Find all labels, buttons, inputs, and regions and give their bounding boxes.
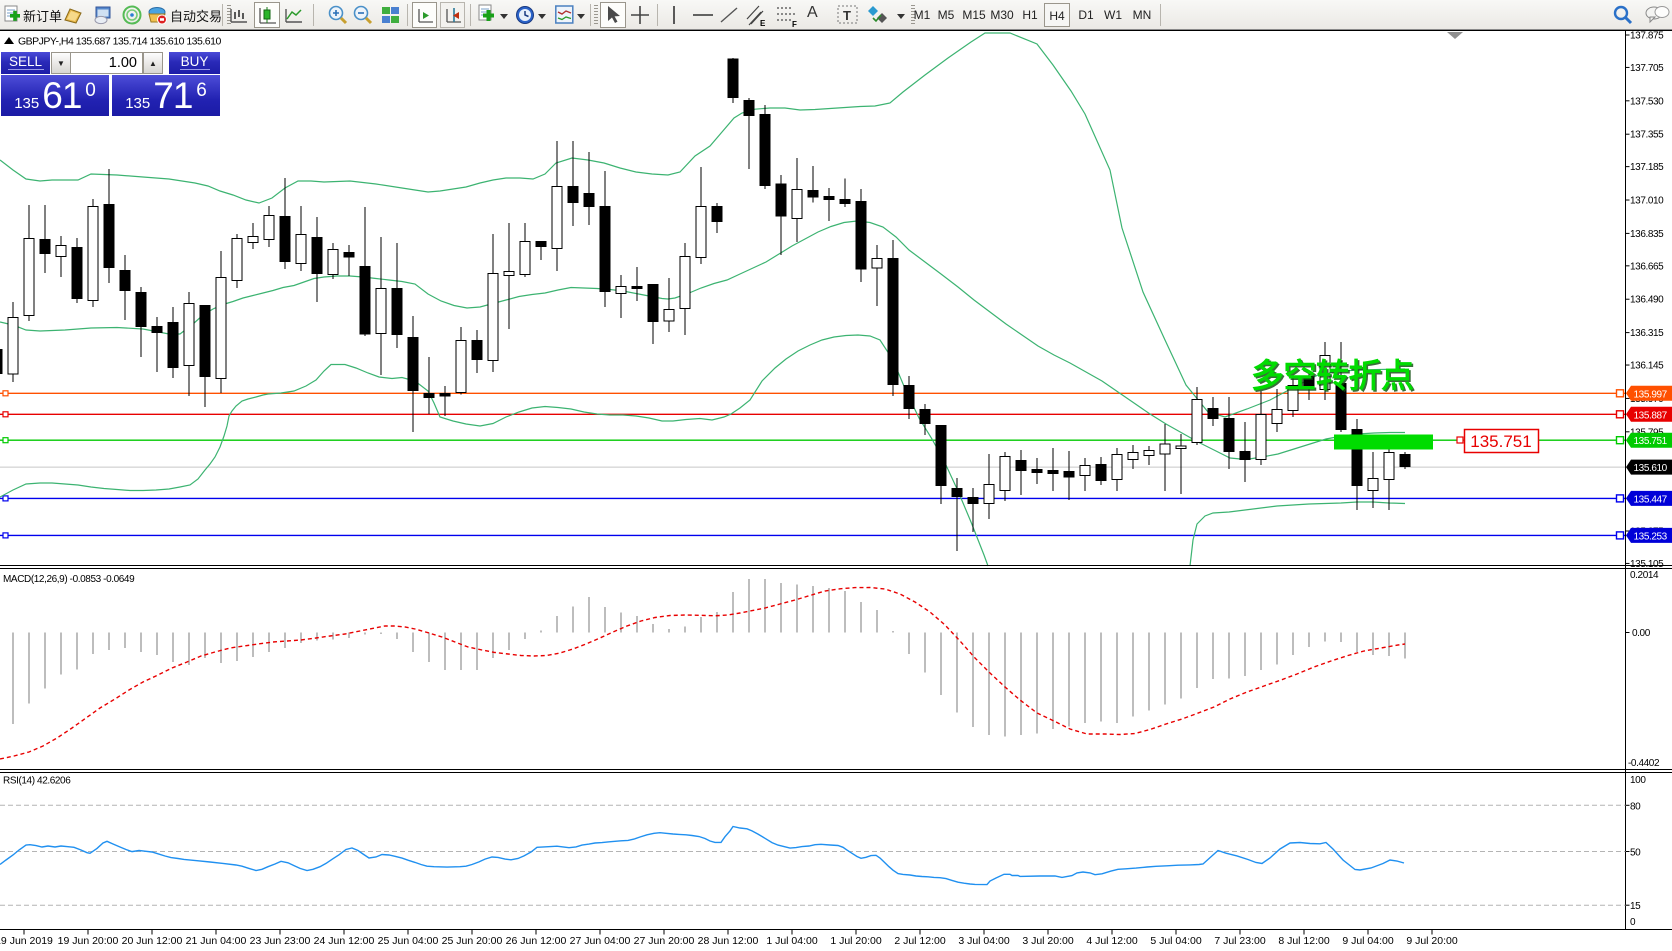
svg-text:RSI(14) 42.6206: RSI(14) 42.6206 <box>3 776 71 787</box>
svg-text:27 Jun 20:00: 27 Jun 20:00 <box>634 935 695 947</box>
svg-text:E: E <box>760 19 766 28</box>
svg-text:多空转折点: 多空转折点 <box>1251 357 1414 394</box>
svg-text:135.253: 135.253 <box>1634 531 1668 542</box>
svg-text:28 Jun 12:00: 28 Jun 12:00 <box>698 935 759 947</box>
svg-text:MACD(12,26,9) -0.0853 -0.0649: MACD(12,26,9) -0.0853 -0.0649 <box>3 574 135 585</box>
svg-text:135.751: 135.751 <box>1470 432 1531 451</box>
svg-text:5 Jul 04:00: 5 Jul 04:00 <box>1150 935 1202 947</box>
svg-text:136.315: 136.315 <box>1630 328 1664 339</box>
svg-text:136.665: 136.665 <box>1630 261 1664 272</box>
svg-text:T: T <box>843 8 851 23</box>
svg-text:23 Jun 23:00: 23 Jun 23:00 <box>250 935 311 947</box>
svg-text:135.887: 135.887 <box>1634 410 1668 421</box>
svg-text:50: 50 <box>1630 848 1641 859</box>
svg-text:21 Jun 04:00: 21 Jun 04:00 <box>186 935 247 947</box>
svg-text:8 Jul 12:00: 8 Jul 12:00 <box>1278 935 1330 947</box>
svg-text:25 Jun 20:00: 25 Jun 20:00 <box>442 935 503 947</box>
svg-text:137.875: 137.875 <box>1630 31 1664 42</box>
svg-text:135.751: 135.751 <box>1634 436 1668 447</box>
svg-text:136.145: 136.145 <box>1630 361 1664 372</box>
svg-text:9 Jul 20:00: 9 Jul 20:00 <box>1406 935 1458 947</box>
svg-text:137.530: 137.530 <box>1630 96 1664 107</box>
svg-text:1 Jul 04:00: 1 Jul 04:00 <box>766 935 818 947</box>
svg-text:136.835: 136.835 <box>1630 229 1664 240</box>
svg-text:135.610: 135.610 <box>1634 463 1668 474</box>
svg-text:137.355: 137.355 <box>1630 130 1664 141</box>
svg-text:26 Jun 12:00: 26 Jun 12:00 <box>506 935 567 947</box>
svg-text:135.997: 135.997 <box>1634 389 1668 400</box>
svg-text:2 Jul 12:00: 2 Jul 12:00 <box>894 935 946 947</box>
svg-text:135.447: 135.447 <box>1634 494 1668 505</box>
svg-text:1 Jul 20:00: 1 Jul 20:00 <box>830 935 882 947</box>
svg-text:GBPJPY-,H4 135.687 135.714 13: GBPJPY-,H4 135.687 135.714 135.610 135.6… <box>18 36 221 48</box>
svg-text:3 Jul 20:00: 3 Jul 20:00 <box>1022 935 1074 947</box>
svg-text:15: 15 <box>1630 901 1641 912</box>
svg-text:137.705: 137.705 <box>1630 63 1664 74</box>
svg-text:100: 100 <box>1630 775 1646 786</box>
svg-text:80: 80 <box>1630 801 1641 812</box>
svg-text:9 Jul 04:00: 9 Jul 04:00 <box>1342 935 1394 947</box>
svg-text:0.00: 0.00 <box>1632 628 1651 639</box>
svg-text:137.185: 137.185 <box>1630 162 1664 173</box>
svg-text:20 Jun 12:00: 20 Jun 12:00 <box>122 935 183 947</box>
svg-text:19 Jun 20:00: 19 Jun 20:00 <box>58 935 119 947</box>
svg-text:19 Jun 2019: 19 Jun 2019 <box>0 935 53 947</box>
svg-text:4 Jul 12:00: 4 Jul 12:00 <box>1086 935 1138 947</box>
svg-text:137.010: 137.010 <box>1630 196 1664 207</box>
svg-text:25 Jun 04:00: 25 Jun 04:00 <box>378 935 439 947</box>
svg-text:F: F <box>792 20 797 28</box>
svg-text:136.490: 136.490 <box>1630 295 1664 306</box>
svg-text:多空转折点: 多空转折点 <box>1253 359 1416 396</box>
svg-text:0: 0 <box>1630 917 1636 928</box>
svg-text:24 Jun 12:00: 24 Jun 12:00 <box>314 935 375 947</box>
svg-text:27 Jun 04:00: 27 Jun 04:00 <box>570 935 631 947</box>
svg-text:135.105: 135.105 <box>1630 559 1664 570</box>
svg-text:-0.4402: -0.4402 <box>1628 758 1660 769</box>
svg-text:3 Jul 04:00: 3 Jul 04:00 <box>958 935 1010 947</box>
svg-text:0.2014: 0.2014 <box>1630 570 1659 581</box>
svg-text:7 Jul 23:00: 7 Jul 23:00 <box>1214 935 1266 947</box>
